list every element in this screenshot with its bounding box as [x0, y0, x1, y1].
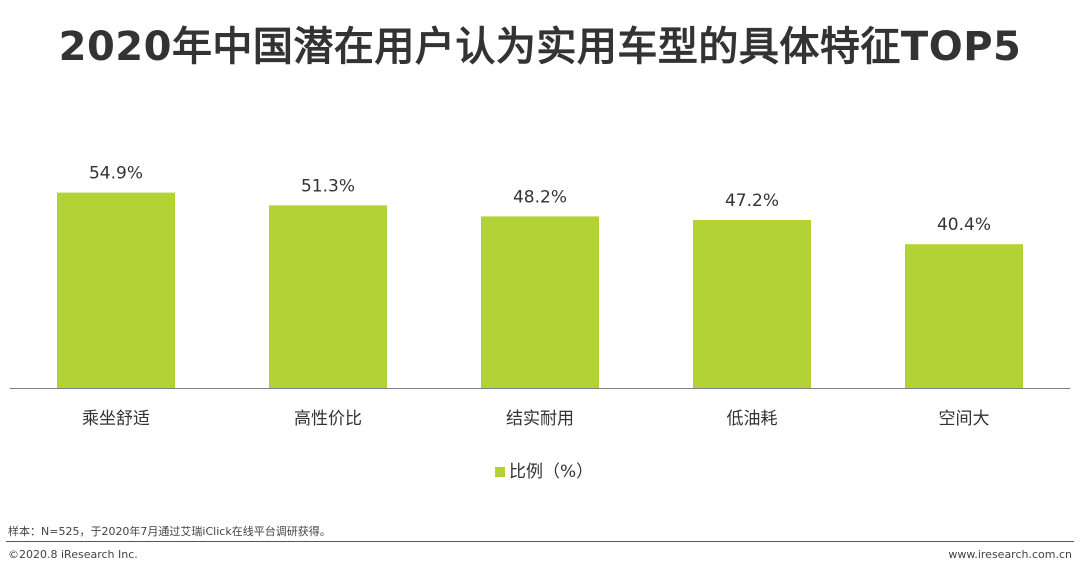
- bar-value-label: 40.4%: [937, 215, 991, 235]
- bar-value-label: 48.2%: [513, 187, 567, 207]
- bar: [57, 192, 175, 388]
- category-label: 结实耐用: [506, 409, 574, 429]
- category-label: 低油耗: [727, 409, 778, 429]
- legend-swatch: [495, 467, 505, 477]
- category-label: 高性价比: [294, 409, 362, 429]
- bar: [269, 205, 387, 388]
- chart-title: 2020年中国潜在用户认为实用车型的具体特征TOP5: [58, 24, 1022, 70]
- sample-footnote: 样本：N=525，于2020年7月通过艾瑞iClick在线平台调研获得。: [8, 525, 331, 538]
- legend-label: 比例（%）: [509, 462, 593, 482]
- bar: [481, 216, 599, 388]
- footer-divider: [6, 541, 1074, 542]
- copyright-text: ©2020.8 iResearch Inc.: [8, 548, 138, 561]
- website-text: www.iresearch.com.cn: [948, 548, 1072, 561]
- bar: [905, 244, 1023, 388]
- category-label: 空间大: [939, 409, 990, 429]
- bar: [693, 220, 811, 388]
- bar-value-label: 51.3%: [301, 176, 355, 196]
- bar-value-label: 47.2%: [725, 191, 779, 211]
- category-label: 乘坐舒适: [82, 409, 150, 429]
- bar-value-label: 54.9%: [89, 164, 143, 184]
